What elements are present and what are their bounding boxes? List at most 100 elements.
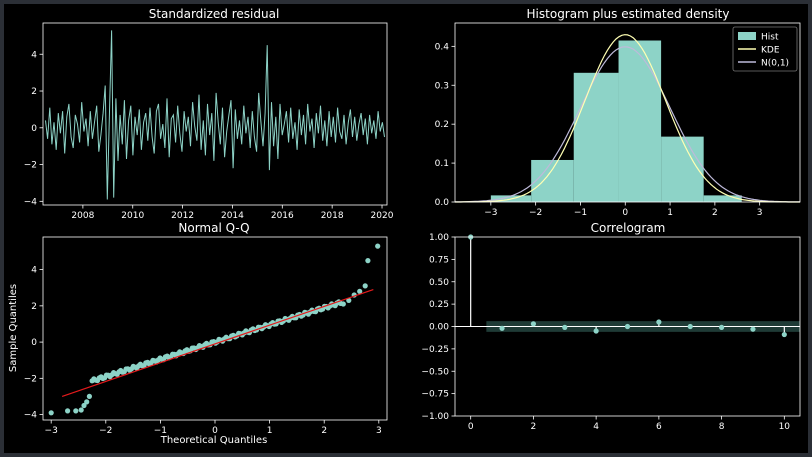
legend-label: KDE [761,46,780,56]
legend-label: N(0,1) [761,59,789,69]
qq-x-tick-label: −2 [99,426,112,436]
hist-y-tick-label: 0.0 [435,198,450,208]
hist-y-tick-label: 0.4 [435,42,450,52]
qq-x-tick-label: 3 [376,426,382,436]
qq-point [86,393,92,399]
qq-title: Normal Q-Q [178,221,249,235]
resid-y-tick-label: 4 [31,50,37,60]
hist-x-tick-label: 1 [667,208,673,218]
qq-point [78,407,84,413]
resid-x-tick-label: 2010 [121,211,144,221]
qq-x-tick-label: 0 [212,426,218,436]
qq-x-tick-label: −3 [45,426,58,436]
histogram-panel: Histogram plus estimated density −3 −2 −1 0… [435,7,801,218]
qq-point [48,410,54,416]
qq-point [65,408,71,414]
acf-x-tick-label: 4 [593,422,599,432]
acf-y-tick-label: −1.00 [421,412,449,422]
resid-y-tick-label: −4 [24,197,38,207]
hist-x-tick-label: −1 [574,208,587,218]
resid-y-tick-label: 0 [31,124,37,134]
acf-y-tick-label: 0.25 [429,300,449,310]
qq-point [73,408,79,414]
qq-ylabel: Sample Quantiles [8,284,19,372]
qq-point [357,288,363,294]
qq-y-tick-label: 0 [31,338,37,348]
histogram-bar [531,159,574,202]
acf-marker [718,324,725,330]
acf-x-tick-label: 0 [468,422,474,432]
resid-y-tick-label: −2 [24,161,37,171]
standardized-residual-panel: Standardized residual 2008 2010 2012 2014 20… [24,7,394,221]
qq-plot-panel: Normal Q-Q Theoretical Quantiles Sample … [8,221,388,446]
legend-swatch-hist [738,32,756,40]
qq-y-tick-label: 4 [31,266,37,276]
hist-axes-frame [454,22,801,203]
qq-point [84,399,90,405]
acf-y-tick-label: 1.00 [429,233,449,243]
acf-y-tick-label: −0.25 [421,345,449,355]
resid-x-tick-label: 2020 [371,211,394,221]
qq-point [365,258,371,264]
acf-marker [562,324,568,330]
qq-y-tick-label: −2 [24,374,37,384]
qq-point [340,301,346,307]
qq-point [346,297,352,303]
resid-x-tick-label: 2008 [71,211,94,221]
qq-y-tick-label: −4 [24,411,38,421]
hist-x-tick-label: 2 [712,208,718,218]
qq-x-tick-label: 2 [321,426,327,436]
qq-xlabel: Theoretical Quantiles [160,435,268,446]
acf-x-tick-label: 8 [719,422,725,432]
qq-point [81,402,87,409]
acf-marker [530,321,537,327]
histogram-bar [618,40,662,203]
qq-point [375,243,381,249]
acf-marker [624,323,631,330]
hist-y-tick-label: 0.2 [435,120,449,130]
kde-density-line [455,34,800,203]
qq-x-tick-label: 1 [267,426,273,436]
hist-x-tick-label: −2 [529,208,542,218]
resid-y-tick-label: 2 [31,87,37,97]
histogram-bar [703,195,742,202]
resid-x-tick-label: 2012 [171,211,194,221]
acf-x-tick-label: 6 [656,422,662,432]
acf-y-tick-label: −0.50 [421,367,449,377]
hist-y-tick-label: 0.1 [435,159,449,169]
acf-y-tick-label: 0.00 [429,323,449,333]
acf-marker [656,319,662,325]
resid-title: Standardized residual [149,7,280,21]
acf-marker [750,326,756,332]
correlogram-panel: Correlogram 0 2 4 6 8 10 −1.00 −0.75 −0.50 −0.25 0… [421,221,801,432]
resid-x-tick-label: 2014 [221,211,244,221]
acf-marker [499,325,505,331]
hist-x-tick-label: 3 [757,208,763,218]
figure-background [4,4,808,453]
acf-marker [781,331,787,338]
normal-density-line [455,46,800,203]
hist-y-tick-label: 0.3 [435,81,449,91]
acf-y-tick-label: 0.75 [429,255,449,265]
histogram-bar [573,72,619,203]
acf-marker [593,328,599,334]
histogram-bar [661,136,704,202]
qq-x-tick-label: −1 [154,426,167,436]
resid-axes-frame [42,22,388,206]
acf-marker [687,323,693,330]
acf-x-tick-label: 10 [779,422,791,432]
resid-x-tick-label: 2016 [271,211,294,221]
hist-x-tick-label: 0 [622,208,628,218]
residual-series-line [45,30,385,200]
acf-y-tick-label: 0.50 [429,278,449,288]
qq-reference-line [61,288,374,398]
qq-point [362,283,368,289]
resid-x-tick-label: 2018 [321,211,344,221]
acf-y-tick-label: −0.75 [421,390,449,400]
hist-title: Histogram plus estimated density [527,7,730,21]
qq-y-tick-label: 2 [31,302,37,312]
acf-title: Correlogram [591,221,666,235]
hist-x-tick-label: −3 [484,208,497,218]
legend-label: Hist [761,33,779,43]
